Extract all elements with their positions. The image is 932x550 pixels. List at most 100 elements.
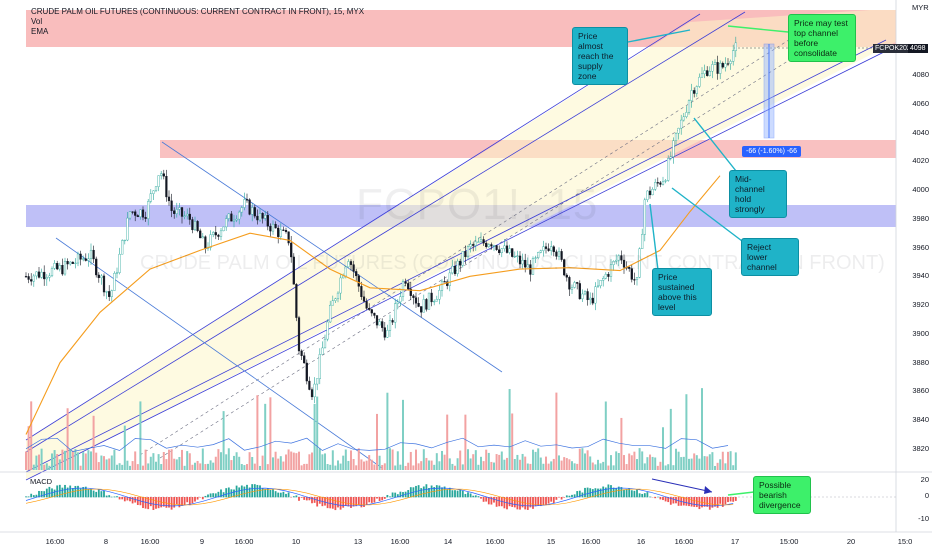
- macd-bar: [43, 491, 46, 498]
- volume-bar: [181, 449, 183, 470]
- macd-tick-label: -10: [918, 514, 929, 523]
- price-tick-label: 4000: [912, 185, 929, 195]
- volume-bar: [680, 457, 683, 470]
- candle-body: [547, 248, 550, 251]
- macd-bar: [703, 497, 706, 507]
- candle-body: [253, 207, 256, 217]
- candle-body: [284, 230, 288, 232]
- volume-bar: [381, 464, 384, 470]
- candle-body: [316, 378, 319, 385]
- candle-body: [703, 70, 706, 75]
- candle-body: [557, 251, 561, 257]
- volume-bar: [266, 464, 269, 470]
- note-top-channel[interactable]: Price may test top channel before consol…: [788, 14, 856, 62]
- candle-body: [487, 244, 490, 247]
- candle-body: [352, 264, 355, 272]
- macd-bar: [194, 497, 196, 502]
- volume-bar: [321, 454, 324, 470]
- macd-bar: [256, 484, 259, 498]
- macd-label[interactable]: MACD: [30, 477, 53, 486]
- volume-bar: [474, 450, 477, 470]
- candle-body: [209, 234, 212, 248]
- candle-body: [581, 293, 584, 300]
- indicator-ema-label[interactable]: EMA: [31, 27, 49, 36]
- note-mid-channel[interactable]: Mid-channel hold strongly: [729, 170, 787, 218]
- candle-body: [97, 274, 100, 279]
- candle-body: [711, 64, 714, 72]
- candle-body: [677, 127, 680, 134]
- candle-body: [407, 283, 410, 290]
- candle-body: [360, 286, 363, 298]
- volume-bar: [617, 452, 620, 470]
- candle-body: [531, 258, 535, 275]
- candle-body: [170, 200, 173, 211]
- indicator-vol-label[interactable]: Vol: [31, 17, 43, 26]
- candle-body: [27, 276, 30, 280]
- volume-bar: [508, 389, 511, 470]
- note-sustained[interactable]: Price sustained above this level: [652, 268, 712, 316]
- note-supply[interactable]: Price almost reach the supply zone: [572, 27, 628, 85]
- macd-bar: [233, 489, 235, 498]
- macd-bar: [485, 497, 488, 502]
- volume-bar: [147, 463, 150, 470]
- candle-body: [560, 251, 563, 260]
- volume-bar: [386, 392, 389, 470]
- volume-bar: [191, 464, 194, 470]
- candle-body: [472, 244, 475, 246]
- volume-bar: [282, 461, 285, 470]
- macd-bar: [693, 497, 696, 507]
- note-reject-lower[interactable]: Reject lower channel: [741, 238, 799, 276]
- candle-body: [469, 244, 472, 247]
- macd-bar: [542, 497, 545, 506]
- candle-body: [459, 260, 462, 266]
- volume-bar: [40, 448, 43, 470]
- volume-ma-line: [25, 437, 729, 452]
- volume-bar: [727, 451, 729, 470]
- candle-body: [628, 267, 631, 269]
- volume-bar: [274, 451, 277, 470]
- macd-bar: [534, 497, 537, 507]
- macd-bar: [116, 496, 118, 498]
- macd-bar: [324, 497, 326, 506]
- volume-bar: [693, 453, 696, 470]
- candle-body: [87, 258, 90, 261]
- volume-bar: [35, 455, 38, 470]
- candle-body: [391, 320, 394, 323]
- candle-body: [318, 354, 321, 379]
- candle-body: [173, 210, 176, 214]
- macd-bar: [207, 494, 209, 498]
- candle-body: [157, 175, 160, 187]
- macd-bar: [118, 497, 121, 500]
- note-divergence[interactable]: Possible bearish divergence: [753, 476, 811, 514]
- candle-body: [503, 245, 506, 249]
- candle-body: [240, 207, 243, 213]
- candle-body: [160, 173, 163, 176]
- macd-bar: [511, 497, 514, 507]
- volume-bar: [685, 394, 688, 470]
- time-tick-label: 16:00: [581, 537, 601, 546]
- volume-bar: [123, 425, 126, 470]
- candle-body: [544, 246, 548, 249]
- candle-body: [154, 186, 158, 192]
- macd-bar: [628, 488, 631, 498]
- macd-bar: [503, 497, 506, 509]
- volume-bar: [555, 392, 558, 470]
- macd-bar: [243, 486, 246, 498]
- volume-bar: [175, 459, 178, 470]
- volume-bar: [669, 408, 672, 470]
- volume-bar: [64, 450, 66, 470]
- candle-body: [388, 320, 392, 331]
- candle-body: [420, 306, 423, 313]
- candle-body: [76, 253, 80, 264]
- macd-bar: [659, 497, 662, 500]
- candle-body: [453, 265, 457, 274]
- volume-bar: [430, 460, 433, 470]
- price-tick-label: 3880: [912, 357, 929, 367]
- volume-bar: [287, 449, 290, 470]
- volume-bar: [269, 397, 272, 470]
- volume-bar: [235, 452, 238, 470]
- candle-body: [204, 236, 207, 249]
- volume-bar: [350, 450, 352, 470]
- macd-bar: [79, 488, 82, 498]
- macd-bar: [646, 492, 649, 498]
